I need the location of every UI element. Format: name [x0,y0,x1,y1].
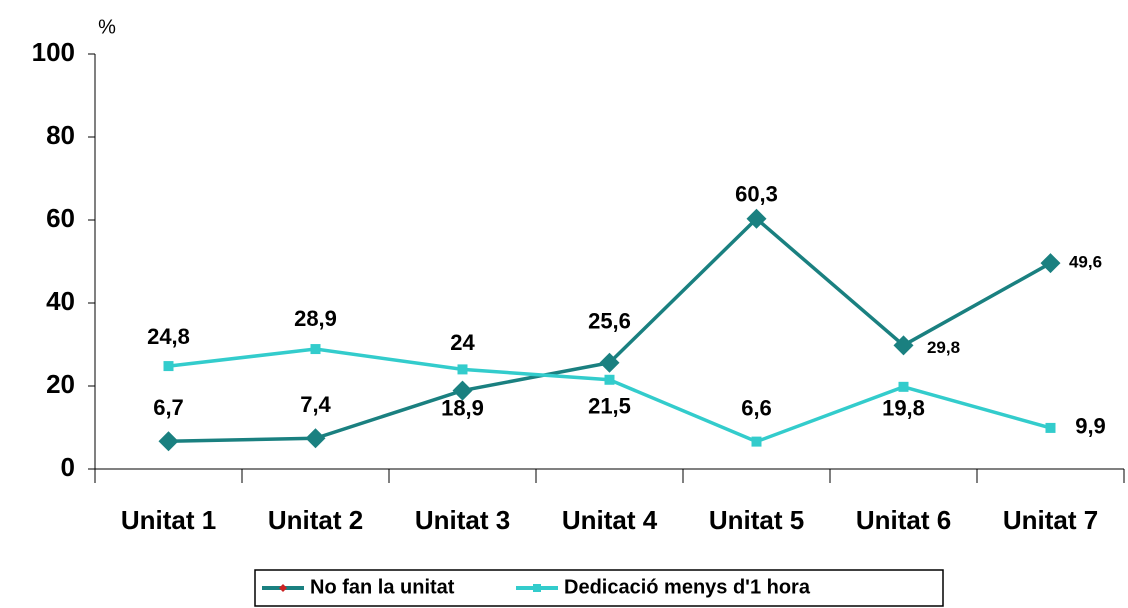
data-label: 21,5 [588,394,631,419]
x-tick-label: Unitat 2 [268,505,363,535]
marker [305,428,326,449]
data-label: 28,9 [294,306,337,331]
legend-marker [533,584,541,592]
y-tick-label: 60 [46,203,75,233]
data-label: 49,6 [1069,253,1102,272]
data-label: 60,3 [735,182,778,207]
data-label: 6,6 [741,395,772,420]
data-label: 25,6 [588,309,631,334]
marker [751,436,762,447]
marker [604,374,615,385]
marker [599,352,620,373]
y-tick-label: 100 [32,37,75,67]
x-tick-label: Unitat 1 [121,505,216,535]
data-label: 18,9 [441,395,484,420]
marker [452,380,473,401]
legend-box [254,569,944,607]
data-label: 6,7 [153,395,184,420]
y-tick-label: 20 [46,369,75,399]
x-tick-label: Unitat 6 [856,505,951,535]
legend-label: No fan la unitat [310,576,455,598]
x-tick-label: Unitat 3 [415,505,510,535]
data-label: 19,8 [882,396,925,421]
x-tick-label: Unitat 4 [562,505,658,535]
x-tick-label: Unitat 7 [1003,505,1098,535]
marker [746,208,767,229]
data-label: 9,9 [1075,414,1106,439]
marker [893,335,914,356]
data-label: 29,8 [927,338,960,357]
marker [1045,422,1056,433]
y-tick-label: 40 [46,286,75,316]
data-label: 24,8 [147,324,190,349]
marker [163,361,174,372]
x-tick-label: Unitat 5 [709,505,804,535]
data-label: 24 [450,330,475,355]
marker [158,431,179,452]
data-label: 7,4 [300,392,331,417]
y-tick-label: 0 [61,452,75,482]
y-tick-label: 80 [46,120,75,150]
marker [457,364,468,375]
marker [310,344,321,355]
y-axis-label: % [98,16,116,38]
legend-label: Dedicació menys d'1 hora [564,576,811,598]
marker [1040,253,1061,274]
marker [898,381,909,392]
legend-marker [279,584,287,592]
